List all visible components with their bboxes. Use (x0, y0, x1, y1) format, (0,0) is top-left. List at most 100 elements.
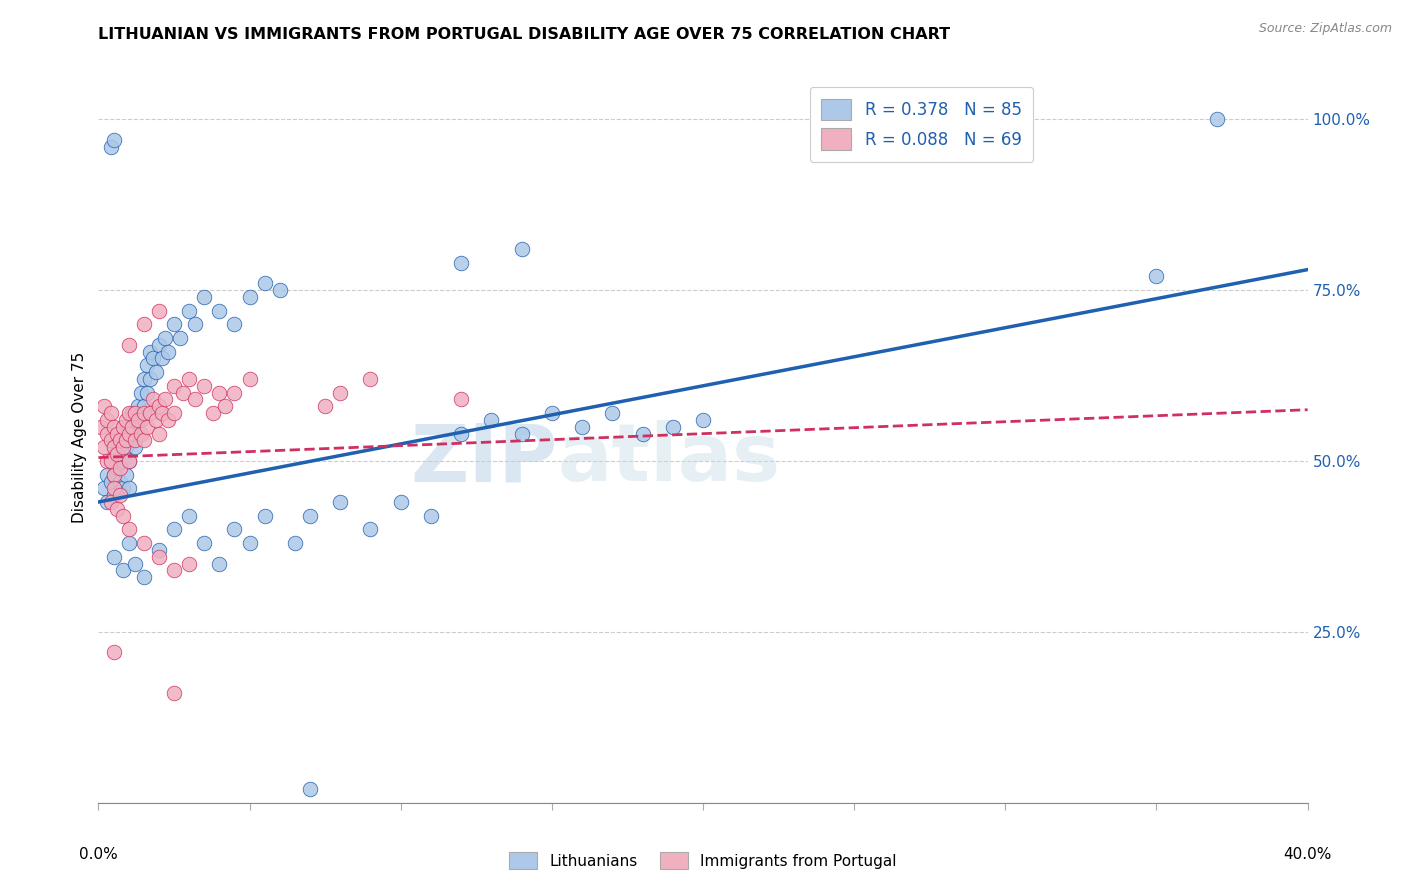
Point (100, 495, 122, 509)
Point (103, 133, 125, 147)
Point (100, 139, 122, 153)
Point (108, 434, 131, 448)
Point (111, 454, 134, 468)
Point (108, 488, 131, 502)
Point (103, 467, 125, 482)
Point (118, 454, 141, 468)
Point (142, 351, 165, 366)
Point (163, 318, 186, 332)
Point (239, 290, 262, 304)
Point (148, 400, 170, 414)
Legend: Lithuanians, Immigrants from Portugal: Lithuanians, Immigrants from Portugal (503, 846, 903, 875)
Point (224, 522, 246, 536)
Point (239, 372, 262, 386)
Point (129, 426, 152, 441)
Point (202, 406, 225, 420)
Point (111, 508, 134, 523)
Point (360, 372, 382, 386)
Point (208, 385, 231, 400)
Point (118, 338, 141, 352)
Point (105, 447, 128, 461)
Text: LITHUANIAN VS IMMIGRANTS FROM PORTUGAL DISABILITY AGE OVER 75 CORRELATION CHART: LITHUANIAN VS IMMIGRANTS FROM PORTUGAL D… (98, 27, 950, 42)
Text: ZIP: ZIP (411, 420, 558, 498)
Point (420, 508, 443, 523)
Point (169, 331, 191, 345)
Point (124, 406, 146, 420)
Point (132, 372, 155, 386)
Point (132, 318, 155, 332)
Point (105, 501, 128, 516)
Point (105, 426, 128, 441)
Point (193, 290, 215, 304)
Point (156, 413, 179, 427)
Point (163, 406, 186, 420)
Point (103, 440, 125, 454)
Text: Source: ZipAtlas.com: Source: ZipAtlas.com (1258, 22, 1392, 36)
Point (108, 475, 131, 489)
Point (184, 318, 207, 332)
Point (129, 413, 152, 427)
Point (172, 385, 194, 400)
Point (179, 557, 201, 571)
Point (450, 256, 472, 270)
Point (150, 406, 173, 420)
Point (299, 782, 322, 797)
Point (118, 426, 141, 441)
Point (114, 434, 136, 448)
Point (103, 549, 125, 564)
Point (510, 426, 533, 441)
Point (148, 549, 170, 564)
Point (127, 400, 149, 414)
Text: atlas: atlas (558, 420, 780, 498)
Point (118, 426, 141, 441)
Y-axis label: Disability Age Over 75: Disability Age Over 75 (72, 351, 87, 523)
Point (96, 495, 118, 509)
Point (145, 413, 167, 427)
Point (148, 426, 170, 441)
Point (129, 385, 152, 400)
Text: 0.0%: 0.0% (79, 847, 118, 863)
Point (124, 440, 146, 454)
Point (224, 385, 246, 400)
Point (179, 372, 201, 386)
Point (450, 426, 472, 441)
Point (193, 536, 215, 550)
Point (163, 563, 186, 577)
Point (114, 413, 136, 427)
Point (100, 406, 122, 420)
Point (150, 351, 173, 366)
Point (208, 303, 231, 318)
Point (108, 460, 131, 475)
Point (179, 303, 201, 318)
Point (602, 406, 624, 420)
Point (111, 440, 134, 454)
Point (124, 413, 146, 427)
Point (224, 318, 246, 332)
Point (299, 508, 322, 523)
Point (163, 522, 186, 536)
Point (114, 467, 136, 482)
Point (132, 570, 155, 584)
Point (481, 413, 503, 427)
Point (541, 406, 564, 420)
Point (132, 536, 155, 550)
Point (135, 385, 157, 400)
Point (163, 686, 186, 700)
Point (105, 447, 128, 461)
Point (132, 400, 155, 414)
Point (132, 434, 155, 448)
Point (450, 392, 472, 407)
Point (631, 426, 654, 441)
Point (103, 467, 125, 482)
Point (103, 481, 125, 495)
Point (163, 379, 186, 393)
Point (100, 454, 122, 468)
Point (93, 400, 115, 414)
Point (118, 454, 141, 468)
Point (148, 303, 170, 318)
Point (139, 344, 162, 359)
Point (103, 420, 125, 434)
Point (124, 557, 146, 571)
Point (145, 365, 167, 379)
Point (103, 488, 125, 502)
